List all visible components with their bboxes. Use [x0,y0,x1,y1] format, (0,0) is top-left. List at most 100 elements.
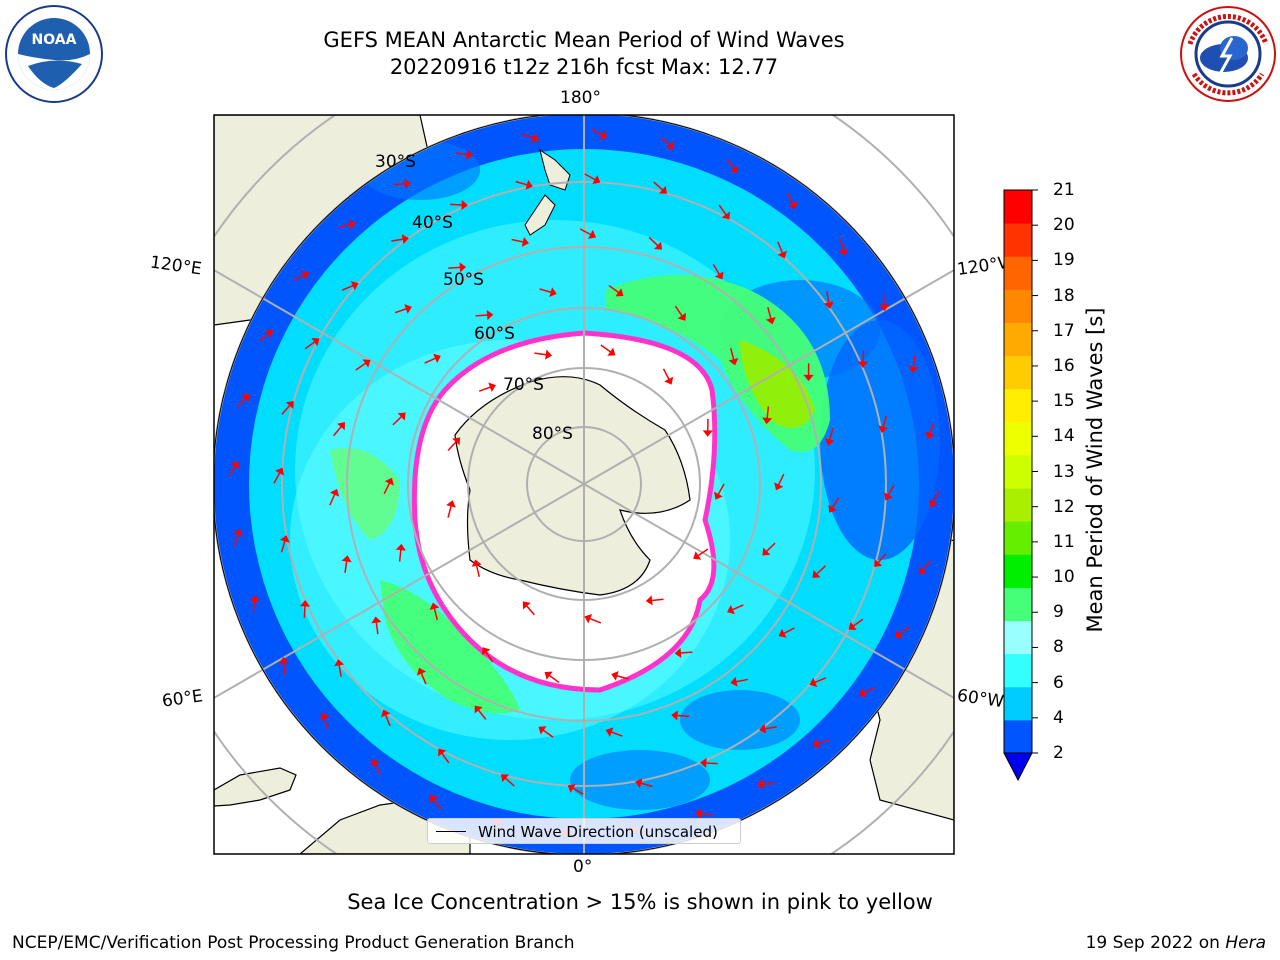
nws-logo [1180,6,1276,102]
wave-direction-arrowhead [714,491,723,500]
wave-direction-arrow [839,238,845,251]
chart-title: GEFS MEAN Antarctic Mean Period of Wind … [323,28,845,52]
wave-direction-arrowhead [765,317,776,325]
wind-wave-direction-arrows [228,128,940,840]
wave-direction-arrowhead [721,211,730,220]
colorbar-segment [1004,653,1032,688]
wave-direction-arrowhead [279,535,290,543]
wave-direction-arrowhead [730,165,739,174]
colorbar-tick-label: 16 [1053,355,1075,376]
wave-direction-arrowhead [928,499,938,508]
wave-direction-arrowhead [446,500,456,508]
wave-direction-arrow [732,604,744,611]
wave-direction-arrowhead [611,671,619,681]
wave-direction-arrow [341,284,354,291]
new-zealand-south-island [524,194,556,236]
wave-direction-arrow [477,709,487,720]
wave-direction-arrow [228,465,236,477]
wave-direction-arrowhead [416,667,427,676]
wave-direction-arrowhead [874,558,883,568]
wave-direction-arrow [548,674,560,684]
wave-direction-arrow [283,662,286,675]
colorbar-tick-label: 21 [1053,180,1075,200]
wave-direction-arrow [534,352,547,356]
wave-direction-arrow [280,540,286,553]
wave-direction-arrow [717,483,725,495]
wave-direction-arrowhead [486,310,494,321]
wave-direction-arrow [660,136,671,146]
wave-direction-arrow [912,355,916,368]
wave-direction-arrow [475,564,480,578]
wave-direction-arrow [384,714,391,727]
wave-direction-arrow [616,675,629,680]
wave-direction-arrow [767,307,772,320]
wave-direction-arrow [441,752,450,764]
wave-direction-arrow [898,626,910,635]
wave-direction-arrow [735,678,748,683]
wave-direction-arrow [705,762,718,765]
wave-direction-arrowhead [674,647,682,658]
wave-direction-arrow [433,608,439,621]
wave-direction-arrowhead [466,149,474,160]
wave-direction-arrowhead [584,614,593,624]
wave-direction-arrow [882,293,885,306]
wave-direction-arrow [258,333,270,342]
lat-label-50s: 50°S [443,270,484,290]
wave-direction-arrowhead [694,808,702,819]
wave-direction-arrowhead [605,727,614,737]
wave-direction-arrowhead [544,671,553,680]
legend: Wind Wave Direction (unscaled) [427,818,741,844]
wave-direction-arrowhead [481,647,491,656]
colorbar-tick-label: 11 [1053,531,1075,552]
colorbar-tick-label: 19 [1053,250,1075,271]
wave-direction-arrow [450,203,463,206]
wave-direction-arrowhead [666,141,675,150]
wave-direction-arrowhead [894,630,903,639]
wave-direction-arrow [700,812,713,816]
wave-direction-arrowhead [838,248,849,256]
wave-direction-arrowhead [727,604,735,615]
footer-date: 19 Sep 2022 on Hera [1086,933,1266,953]
wave-direction-arrowhead [395,543,406,551]
wave-direction-arrow [817,739,830,745]
wave-direction-arrowhead [925,431,935,440]
wave-direction-arrowhead [599,130,608,140]
colorbar-segment [1004,587,1032,622]
wave-direction-arrow [329,493,336,506]
colorbar-tick-label: 13 [1053,461,1075,482]
wave-direction-arrow [766,406,770,419]
wave-direction-arrow [447,505,452,518]
wave-direction-arrow [600,344,612,353]
wave-direction-arrow [478,386,491,392]
wave-direction-arrow [420,672,427,685]
caption: Sea Ice Concentration > 15% is shown in … [347,890,933,914]
colorbar-segment [1004,454,1032,489]
wave-direction-arrowhead [545,349,552,360]
colorbar-segment [1004,686,1032,721]
colorbar-segment [1004,256,1032,290]
wave-direction-arrowhead [728,357,739,366]
wave-direction-arrowhead [319,712,330,720]
wave-direction-arrowhead [488,382,496,393]
colorbar-tick-label: 15 [1053,391,1075,412]
wave-direction-arrow [610,731,623,737]
wave-direction-arrow [726,158,735,170]
graticule [214,115,954,854]
colorbar-segment [1004,322,1032,357]
colorbar-segment [1004,620,1032,655]
wave-direction-arrowhead [677,312,687,321]
wave-direction-arrow [383,482,391,495]
wave-direction-arrowhead [452,437,461,446]
chart-subtitle: 20220916 t12z 216h fcst Max: 12.77 [389,55,779,79]
wave-direction-arrowhead [329,488,340,497]
wave-direction-arrow [392,415,403,426]
lon-label-0: 0° [573,857,593,877]
footer-credit: NCEP/EMC/Verification Post Processing Pr… [12,933,575,953]
colorbar-segment [1004,190,1032,224]
wave-direction-arrowhead [341,555,352,563]
wave-direction-arrowhead [384,477,394,486]
wave-direction-arrow [932,491,940,503]
wave-direction-arrowhead [241,393,250,402]
colorbar-tick-label: 12 [1053,496,1075,517]
noaa-logo: NOAA [5,5,103,103]
